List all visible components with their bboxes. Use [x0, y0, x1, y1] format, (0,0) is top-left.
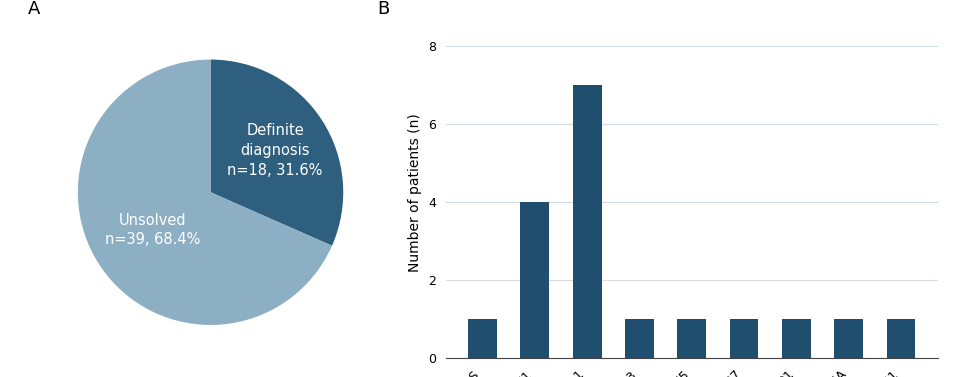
Wedge shape: [78, 60, 332, 325]
Bar: [521, 202, 549, 358]
Bar: [730, 319, 759, 358]
Bar: [887, 319, 916, 358]
Bar: [678, 319, 706, 358]
Bar: [468, 319, 497, 358]
Text: B: B: [377, 0, 389, 18]
Y-axis label: Number of patients (n): Number of patients (n): [409, 113, 422, 272]
Bar: [572, 85, 602, 358]
Text: Unsolved
n=39, 68.4%: Unsolved n=39, 68.4%: [105, 213, 200, 247]
Text: A: A: [28, 0, 40, 18]
Wedge shape: [211, 60, 344, 246]
Bar: [625, 319, 654, 358]
Bar: [782, 319, 811, 358]
Bar: [835, 319, 863, 358]
Text: Definite
diagnosis
n=18, 31.6%: Definite diagnosis n=18, 31.6%: [228, 123, 323, 178]
